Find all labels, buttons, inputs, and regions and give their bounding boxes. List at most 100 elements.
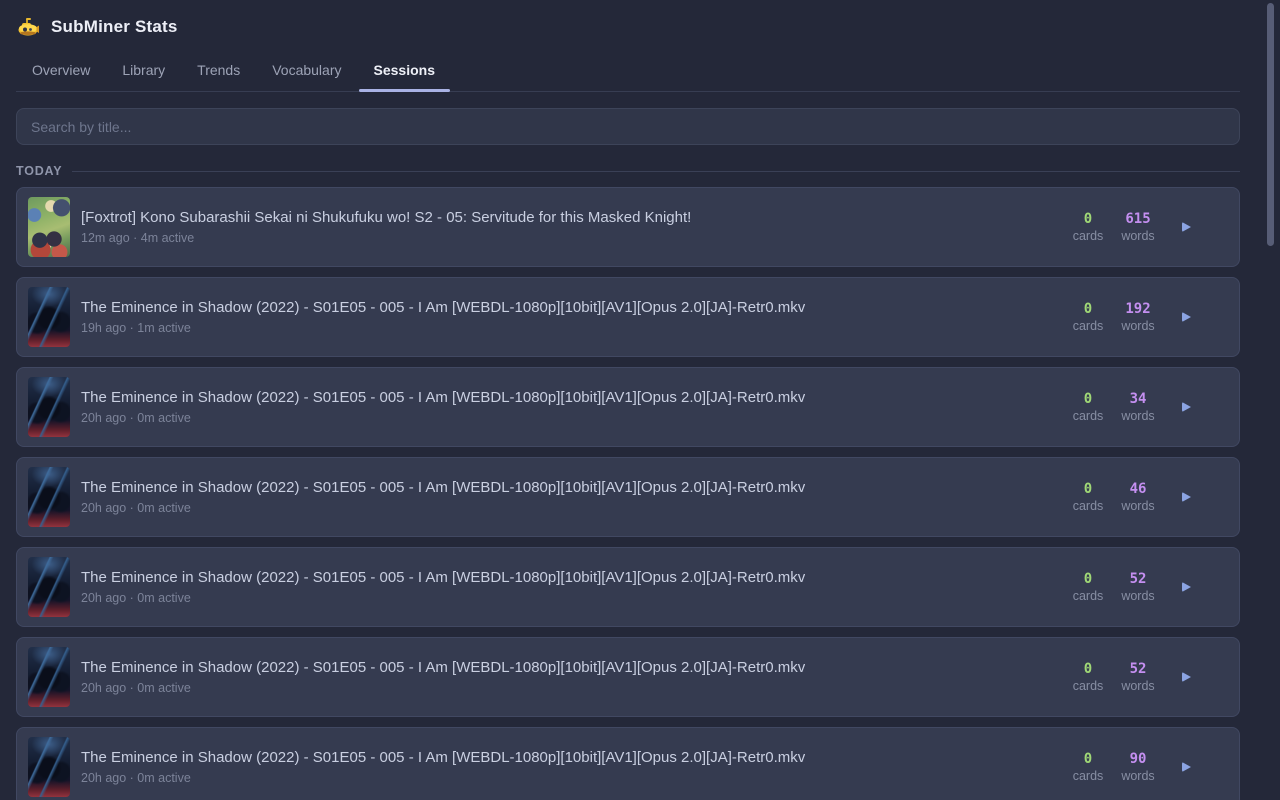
session-thumbnail <box>28 377 70 437</box>
words-stat: 615 words <box>1113 211 1163 243</box>
tab-overview[interactable]: Overview <box>32 62 91 78</box>
session-meta: 20h ago · 0m active <box>81 771 191 785</box>
cards-stat: 0 cards <box>1063 211 1113 243</box>
play-icon <box>1181 762 1191 772</box>
session-row[interactable]: The Eminence in Shadow (2022) - S01E05 -… <box>16 367 1240 447</box>
cards-stat: 0 cards <box>1063 391 1113 423</box>
cards-stat: 0 cards <box>1063 751 1113 783</box>
cards-count: 0 <box>1083 661 1093 677</box>
session-thumbnail <box>28 467 70 527</box>
section-header-today: TODAY <box>16 164 1240 178</box>
cards-stat: 0 cards <box>1063 301 1113 333</box>
session-thumbnail <box>28 197 70 257</box>
session-list: [Foxtrot] Kono Subarashii Sekai ni Shuku… <box>16 187 1240 800</box>
play-button[interactable] <box>1177 218 1195 236</box>
words-label: words <box>1121 409 1155 423</box>
play-button[interactable] <box>1177 398 1195 416</box>
words-stat: 52 words <box>1113 571 1163 603</box>
session-text: The Eminence in Shadow (2022) - S01E05 -… <box>81 479 805 515</box>
cards-count: 0 <box>1083 211 1093 227</box>
words-stat: 192 words <box>1113 301 1163 333</box>
session-row[interactable]: The Eminence in Shadow (2022) - S01E05 -… <box>16 727 1240 800</box>
play-icon <box>1181 582 1191 592</box>
session-row[interactable]: The Eminence in Shadow (2022) - S01E05 -… <box>16 457 1240 537</box>
session-meta: 20h ago · 0m active <box>81 411 191 425</box>
session-text: The Eminence in Shadow (2022) - S01E05 -… <box>81 569 805 605</box>
session-title: The Eminence in Shadow (2022) - S01E05 -… <box>81 389 806 406</box>
play-icon <box>1181 402 1191 412</box>
play-icon <box>1181 312 1191 322</box>
session-title: The Eminence in Shadow (2022) - S01E05 -… <box>81 299 806 316</box>
words-stat: 90 words <box>1113 751 1163 783</box>
cards-label: cards <box>1072 499 1104 513</box>
session-row[interactable]: The Eminence in Shadow (2022) - S01E05 -… <box>16 637 1240 717</box>
words-count: 192 <box>1125 301 1151 317</box>
words-count: 52 <box>1129 661 1147 677</box>
cards-label: cards <box>1072 409 1104 423</box>
play-button[interactable] <box>1177 758 1195 776</box>
session-title: The Eminence in Shadow (2022) - S01E05 -… <box>81 749 806 766</box>
search-input[interactable] <box>16 108 1240 145</box>
yellow-submarine-icon <box>16 15 40 39</box>
play-button[interactable] <box>1177 488 1195 506</box>
cards-label: cards <box>1072 589 1104 603</box>
words-count: 90 <box>1129 751 1147 767</box>
words-stat: 52 words <box>1113 661 1163 693</box>
cards-count: 0 <box>1083 301 1093 317</box>
session-meta: 20h ago · 0m active <box>81 501 191 515</box>
words-label: words <box>1121 229 1155 243</box>
tab-trends[interactable]: Trends <box>197 62 241 78</box>
words-label: words <box>1121 679 1155 693</box>
play-button[interactable] <box>1177 578 1195 596</box>
cards-count: 0 <box>1083 751 1093 767</box>
tab-sessions[interactable]: Sessions <box>358 52 451 92</box>
tab-library[interactable]: Library <box>122 62 166 78</box>
session-meta: 20h ago · 0m active <box>81 591 191 605</box>
cards-count: 0 <box>1083 571 1093 587</box>
words-count: 52 <box>1129 571 1147 587</box>
play-icon <box>1181 492 1191 502</box>
words-count: 46 <box>1129 481 1147 497</box>
session-row[interactable]: The Eminence in Shadow (2022) - S01E05 -… <box>16 547 1240 627</box>
session-meta: 20h ago · 0m active <box>81 681 191 695</box>
session-text: The Eminence in Shadow (2022) - S01E05 -… <box>81 659 805 695</box>
words-label: words <box>1121 499 1155 513</box>
words-stat: 34 words <box>1113 391 1163 423</box>
session-text: The Eminence in Shadow (2022) - S01E05 -… <box>81 749 805 785</box>
cards-label: cards <box>1072 319 1104 333</box>
section-label: TODAY <box>16 164 63 178</box>
play-button[interactable] <box>1177 668 1195 686</box>
tab-bar: Overview Library Trends Vocabulary Sessi… <box>16 52 1240 92</box>
session-title: The Eminence in Shadow (2022) - S01E05 -… <box>81 479 806 496</box>
session-title: [Foxtrot] Kono Subarashii Sekai ni Shuku… <box>81 209 692 226</box>
words-label: words <box>1121 769 1155 783</box>
search-bar <box>16 108 1240 145</box>
session-meta: 19h ago · 1m active <box>81 321 191 335</box>
cards-count: 0 <box>1083 481 1093 497</box>
words-count: 34 <box>1129 391 1147 407</box>
session-text: The Eminence in Shadow (2022) - S01E05 -… <box>81 299 805 335</box>
words-stat: 46 words <box>1113 481 1163 513</box>
section-divider <box>72 170 1240 172</box>
words-label: words <box>1121 319 1155 333</box>
session-meta: 12m ago · 4m active <box>81 231 195 245</box>
words-label: words <box>1121 589 1155 603</box>
cards-label: cards <box>1072 679 1104 693</box>
cards-count: 0 <box>1083 391 1093 407</box>
cards-stat: 0 cards <box>1063 661 1113 693</box>
session-thumbnail <box>28 737 70 797</box>
cards-label: cards <box>1072 769 1104 783</box>
session-title: The Eminence in Shadow (2022) - S01E05 -… <box>81 569 806 586</box>
session-row[interactable]: The Eminence in Shadow (2022) - S01E05 -… <box>16 277 1240 357</box>
session-text: The Eminence in Shadow (2022) - S01E05 -… <box>81 389 805 425</box>
play-button[interactable] <box>1177 308 1195 326</box>
app-header: SubMiner Stats <box>16 0 1240 40</box>
session-text: [Foxtrot] Kono Subarashii Sekai ni Shuku… <box>81 209 691 245</box>
tab-vocabulary[interactable]: Vocabulary <box>272 62 342 78</box>
scrollbar-thumb[interactable] <box>1267 3 1274 246</box>
words-count: 615 <box>1125 211 1151 227</box>
session-title: The Eminence in Shadow (2022) - S01E05 -… <box>81 659 806 676</box>
session-row[interactable]: [Foxtrot] Kono Subarashii Sekai ni Shuku… <box>16 187 1240 267</box>
app-title: SubMiner Stats <box>51 16 178 36</box>
